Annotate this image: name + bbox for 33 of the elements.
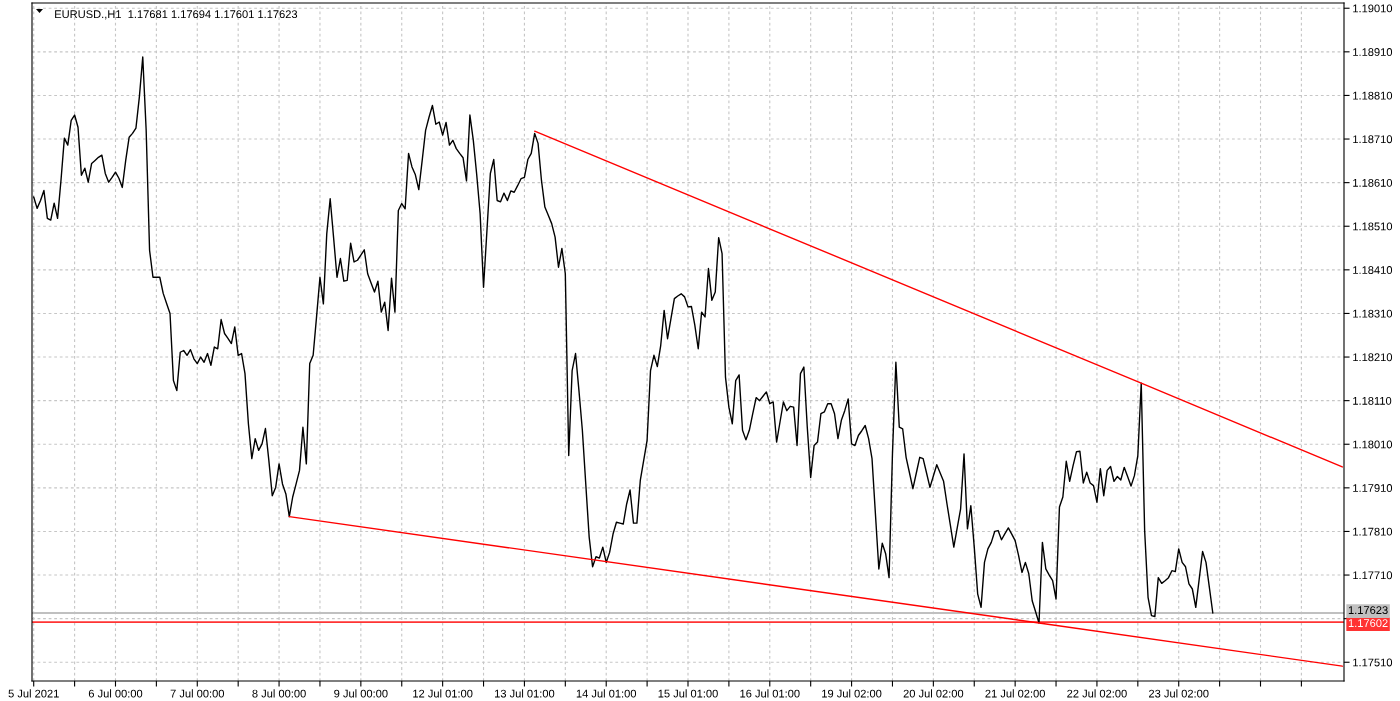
y-tick-label: 1.18610	[1353, 178, 1393, 187]
x-tick-label: 8 Jul 00:00	[252, 689, 306, 698]
y-tick-label: 1.17510	[1353, 658, 1393, 667]
x-tick-label: 19 Jul 02:00	[822, 689, 882, 698]
x-tick-label: 9 Jul 00:00	[334, 689, 388, 698]
x-tick-label: 22 Jul 02:00	[1067, 689, 1127, 698]
x-tick-label: 23 Jul 02:00	[1149, 689, 1209, 698]
y-tick-label: 1.18410	[1353, 266, 1393, 274]
x-tick-label: 15 Jul 01:00	[658, 689, 718, 698]
x-tick-label: 16 Jul 01:00	[740, 689, 800, 698]
x-tick-label: 12 Jul 01:00	[413, 689, 473, 698]
x-tick-label: 20 Jul 02:00	[903, 689, 964, 698]
x-tick-label: 5 Jul 2021	[8, 689, 59, 698]
y-tick-label: 1.19010	[1353, 4, 1393, 13]
x-tick-label: 13 Jul 01:00	[495, 689, 555, 698]
x-tick-label: 14 Jul 01:00	[576, 689, 637, 698]
ref-line-label: 1.17623	[1348, 606, 1388, 615]
y-tick-label: 1.17910	[1353, 484, 1393, 492]
x-tick-label: 6 Jul 00:00	[88, 689, 143, 698]
y-tick-label: 1.17810	[1353, 527, 1393, 536]
ref-line-label: 1.17602	[1348, 619, 1388, 628]
y-tick-label: 1.17710	[1353, 571, 1393, 580]
x-tick-label: 21 Jul 02:00	[985, 689, 1045, 698]
y-tick-label: 1.18110	[1353, 396, 1392, 405]
y-tick-label: 1.18310	[1353, 309, 1393, 318]
y-tick-label: 1.18810	[1353, 91, 1393, 100]
y-tick-label: 1.18510	[1353, 222, 1393, 231]
y-tick-label: 1.18210	[1353, 353, 1393, 362]
y-tick-label: 1.18710	[1353, 135, 1393, 144]
x-tick-label: 7 Jul 00:00	[170, 689, 225, 698]
text: EURUSD.,H1 1.17681 1.17694 1.17601 1.17623	[55, 10, 298, 20]
y-tick-label: 1.18010	[1353, 440, 1393, 449]
y-tick-label: 1.18910	[1353, 48, 1393, 56]
